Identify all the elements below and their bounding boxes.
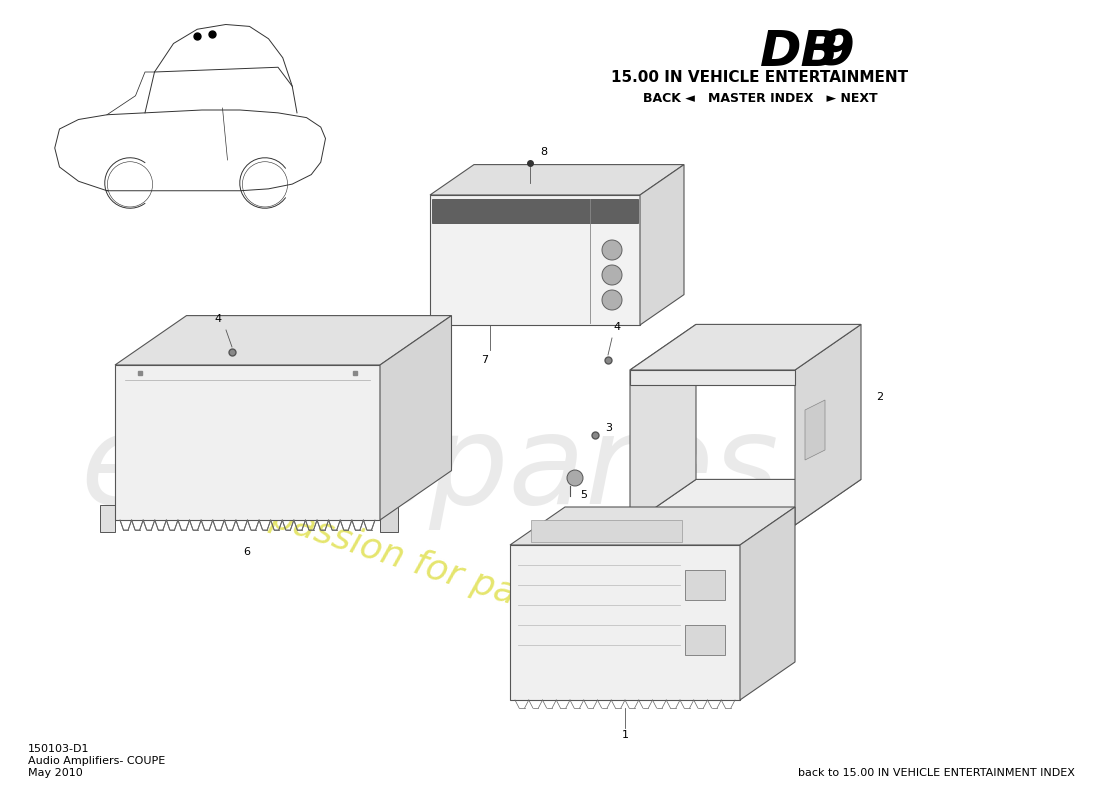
Text: Audio Amplifiers- COUPE: Audio Amplifiers- COUPE [28, 756, 165, 766]
Text: back to 15.00 IN VEHICLE ENTERTAINMENT INDEX: back to 15.00 IN VEHICLE ENTERTAINMENT I… [799, 768, 1075, 778]
Polygon shape [740, 507, 795, 700]
Text: a passion for parts since 1985: a passion for parts since 1985 [235, 490, 764, 690]
Polygon shape [630, 479, 861, 525]
Polygon shape [795, 325, 861, 525]
Text: 4: 4 [613, 322, 620, 332]
Polygon shape [745, 530, 776, 548]
Text: 4: 4 [214, 314, 221, 324]
Polygon shape [430, 195, 640, 325]
Text: 5: 5 [580, 490, 587, 500]
Text: May 2010: May 2010 [28, 768, 82, 778]
Polygon shape [116, 365, 380, 520]
Text: 1: 1 [621, 730, 628, 740]
Text: 7: 7 [482, 355, 488, 365]
Polygon shape [650, 530, 680, 548]
Text: 150103-D1: 150103-D1 [28, 744, 89, 754]
Polygon shape [379, 505, 398, 532]
Polygon shape [685, 625, 725, 655]
Text: 6: 6 [243, 547, 251, 557]
Text: BACK ◄   MASTER INDEX   ► NEXT: BACK ◄ MASTER INDEX ► NEXT [642, 92, 878, 105]
Polygon shape [510, 507, 795, 545]
Polygon shape [430, 165, 684, 195]
Text: 2: 2 [876, 392, 883, 402]
Text: DB: DB [760, 28, 839, 76]
Polygon shape [116, 315, 451, 365]
Polygon shape [630, 370, 795, 385]
Polygon shape [630, 325, 696, 525]
Circle shape [602, 290, 621, 310]
Text: 9: 9 [820, 28, 855, 76]
Polygon shape [379, 315, 451, 520]
Polygon shape [805, 400, 825, 460]
Circle shape [566, 470, 583, 486]
Polygon shape [100, 505, 116, 532]
Circle shape [602, 265, 621, 285]
Polygon shape [640, 165, 684, 325]
Polygon shape [630, 325, 861, 370]
Text: 15.00 IN VEHICLE ENTERTAINMENT: 15.00 IN VEHICLE ENTERTAINMENT [612, 70, 909, 85]
Polygon shape [510, 545, 740, 700]
Text: 8: 8 [540, 147, 547, 157]
Circle shape [602, 240, 621, 260]
Polygon shape [432, 199, 638, 223]
Text: eurospares: eurospares [80, 410, 779, 530]
Polygon shape [531, 520, 682, 542]
Polygon shape [685, 570, 725, 600]
Text: 3: 3 [605, 423, 612, 433]
